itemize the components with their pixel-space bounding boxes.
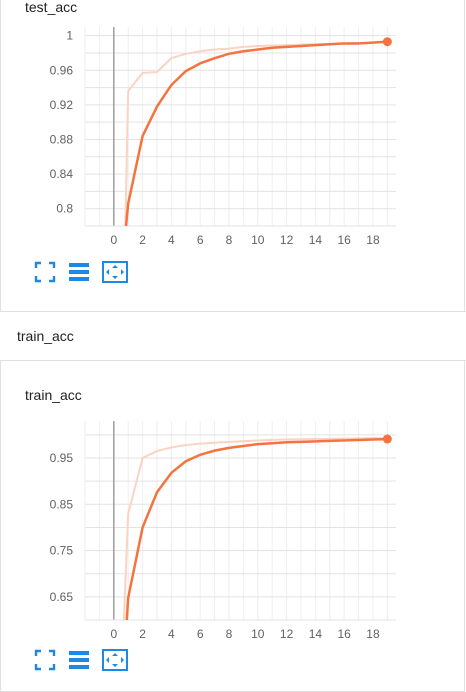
y-tick-label: 0.84	[50, 167, 74, 181]
x-tick-label: 6	[197, 233, 204, 247]
raw-series-line	[122, 437, 388, 620]
x-tick-label: 14	[309, 233, 323, 247]
toggle-y-log-button[interactable]	[68, 649, 90, 671]
section-label: train_acc	[17, 328, 74, 344]
raw-series-line	[124, 40, 388, 226]
last-point-marker	[382, 37, 392, 47]
y-tick-label: 0.65	[50, 590, 74, 604]
smoothed-series-line	[125, 437, 388, 620]
x-tick-label: 14	[309, 627, 323, 641]
chart-title: train_acc	[25, 387, 82, 403]
y-tick-label: 1	[66, 29, 73, 43]
data-table-icon	[69, 263, 89, 281]
x-tick-label: 18	[366, 233, 380, 247]
last-point-marker	[382, 434, 392, 444]
chart-card-train-acc: train_acc 0 2 4 6 8 10 12 14 16 18 0.95 0.85 0.75 0.6…	[0, 361, 465, 692]
section-header-train-acc[interactable]: train_acc	[0, 311, 466, 361]
fullscreen-icon	[34, 649, 56, 671]
fullscreen-button[interactable]	[34, 649, 56, 671]
chart-title: test_acc	[25, 0, 78, 15]
x-tick-label: 10	[251, 627, 265, 641]
x-tick-label: 16	[337, 233, 351, 247]
x-tick-label: 0	[110, 233, 117, 247]
y-tick-label: 0.85	[50, 497, 74, 511]
x-tick-label: 2	[139, 233, 146, 247]
x-tick-label: 10	[251, 233, 265, 247]
y-tick-label: 0.88	[50, 132, 74, 146]
x-tick-label: 4	[168, 233, 175, 247]
x-tick-label: 6	[197, 627, 204, 641]
x-tick-label: 12	[280, 233, 294, 247]
x-tick-label: 18	[366, 627, 380, 641]
y-tick-label: 0.8	[56, 202, 73, 216]
x-tick-label: 8	[226, 627, 233, 641]
smoothed-series-line	[124, 40, 388, 226]
data-table-icon	[69, 651, 89, 669]
line-chart-train-acc[interactable]: 0 2 4 6 8 10 12 14 16 18 0.95 0.85 0.75 0.65	[1, 409, 466, 649]
x-tick-label: 2	[139, 627, 146, 641]
y-tick-label: 0.96	[50, 63, 74, 77]
line-chart-test-acc[interactable]: 0 2 4 6 8 10 12 14 16 18 1 0.96 0.92 0.88 0.84 0.8	[1, 15, 466, 255]
x-tick-label: 8	[226, 233, 233, 247]
x-tick-label: 12	[280, 627, 294, 641]
fullscreen-icon	[34, 261, 56, 283]
x-tick-label: 4	[168, 627, 175, 641]
y-tick-label: 0.75	[50, 544, 74, 558]
fit-domain-icon	[102, 261, 128, 283]
fit-domain-button[interactable]	[102, 261, 128, 283]
fit-domain-button[interactable]	[102, 649, 128, 671]
y-tick-label: 0.95	[50, 451, 74, 465]
fullscreen-button[interactable]	[34, 261, 56, 283]
x-tick-label: 0	[110, 627, 117, 641]
chart-card-test-acc: test_acc 0 2 4 6 8 10 12 14 16 18 1 0.96 0.92 0.88 0.8…	[0, 0, 465, 312]
y-tick-label: 0.92	[50, 98, 74, 112]
fit-domain-icon	[102, 649, 128, 671]
x-tick-label: 16	[337, 627, 351, 641]
toggle-y-log-button[interactable]	[68, 261, 90, 283]
